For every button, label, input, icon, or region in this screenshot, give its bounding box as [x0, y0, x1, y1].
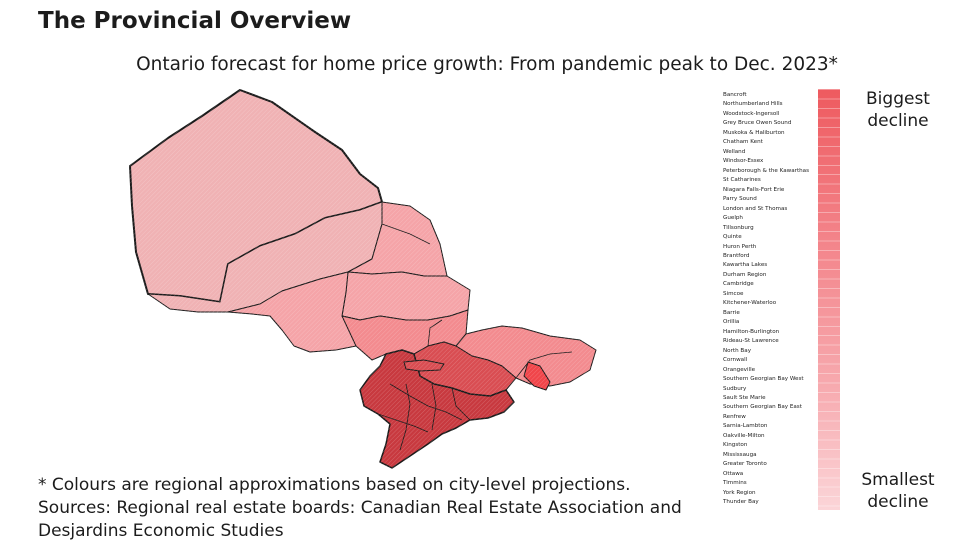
- legend-region-item: Huron Perth: [723, 243, 757, 250]
- ontario-map: [110, 84, 630, 472]
- legend-region-item: Chatham Kent: [723, 139, 763, 146]
- legend-region-item: Windsor-Essex: [723, 158, 764, 165]
- legend-region-item: Quinte: [723, 234, 742, 241]
- legend-region-item: Orillia: [723, 319, 740, 326]
- legend-region-item: Renfrew: [723, 413, 746, 420]
- legend-region-item: Grey Bruce Owen Sound: [723, 120, 792, 127]
- legend-region-item: Bancroft: [723, 92, 747, 98]
- legend-region-item: Orangeville: [723, 366, 756, 373]
- legend-region-item: Brantford: [723, 252, 750, 259]
- legend-region-item: Southern Georgian Bay West: [723, 376, 804, 383]
- legend-region-item: Barrie: [723, 309, 740, 316]
- legend-region-item: Timmins: [723, 480, 747, 487]
- legend-region-item: Kitchener-Waterloo: [723, 300, 777, 307]
- footnote: * Colours are regional approximations ba…: [38, 475, 631, 495]
- legend-region-item: Sarnia-Lambton: [723, 423, 768, 430]
- legend-region-item: Woodstock-Ingersoll: [723, 110, 780, 117]
- legend-region-item: Cornwall: [723, 357, 748, 364]
- legend-region-item: Thunder Bay: [723, 499, 759, 506]
- legend-region-item: Muskoka & Haliburton: [723, 129, 785, 136]
- legend-region-item: Cambridge: [723, 281, 754, 288]
- legend-region-item: Durham Region: [723, 271, 767, 278]
- sources-note: Sources: Regional real estate boards: Ca…: [38, 498, 682, 541]
- legend-region-item: Northumberland Hills: [723, 101, 783, 108]
- legend-region-item: North Bay: [723, 347, 751, 354]
- legend-region-item: Welland: [723, 148, 746, 155]
- legend-bottom-label: Smallest decline: [861, 470, 935, 512]
- legend-top-label: Biggest decline: [866, 89, 930, 131]
- map-subtitle: Ontario forecast for home price growth: …: [136, 54, 838, 75]
- legend-region-item: Rideau-St Lawrence: [723, 338, 779, 345]
- legend-region-item: Oakville-Milton: [723, 432, 765, 439]
- legend-region-item: Parry Sound: [723, 196, 757, 203]
- legend-region-item: Ottawa: [723, 470, 744, 477]
- legend-region-item: Kawartha Lakes: [723, 262, 768, 269]
- legend-region-item: Kingston: [723, 442, 748, 449]
- legend-region-item: Tillsonburg: [723, 224, 754, 231]
- legend-region-item: Simcoe: [723, 290, 744, 297]
- legend-region-item: Sudbury: [723, 385, 747, 392]
- legend-gradient-fill: [818, 89, 840, 510]
- ontario-map-svg: [110, 84, 630, 472]
- legend-gradient-bar: [818, 89, 840, 510]
- legend-region-item: Sault Ste Marie: [723, 395, 766, 401]
- legend-region-item: St Catharines: [723, 177, 761, 184]
- page-title: The Provincial Overview: [38, 8, 352, 34]
- legend-region-item: Niagara Falls-Fort Erie: [723, 186, 785, 193]
- legend-region-item: Mississauga: [723, 451, 757, 458]
- legend-region-item: Peterborough & the Kawarthas: [723, 167, 810, 174]
- legend-region-item: York Region: [723, 489, 756, 496]
- legend-region-item: London and St Thomas: [723, 205, 788, 212]
- legend-region-item: Hamilton-Burlington: [723, 328, 780, 335]
- map-region-central-north: [341, 271, 471, 321]
- legend-gradient-ticks: [818, 89, 840, 510]
- legend-region-list: Bancroft Northumberland Hills Woodstock-In…: [723, 91, 818, 508]
- legend-region-item: Guelph: [723, 215, 743, 222]
- legend-region-item: Greater Toronto: [723, 461, 767, 468]
- legend-region-item: Southern Georgian Bay East: [723, 404, 802, 411]
